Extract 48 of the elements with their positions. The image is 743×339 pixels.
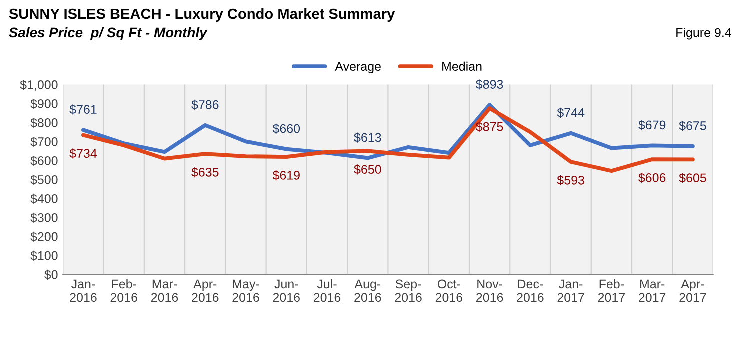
caption: Figure 9.4 [676, 28, 732, 40]
data-label: $605 [679, 173, 706, 184]
data-label: $761 [70, 104, 97, 115]
data-label: $875 [476, 122, 504, 132]
y-tick-label: $500 [30, 174, 58, 186]
x-tick-label: Mar- 2017 [639, 280, 666, 302]
x-tick-label: Jan- 2017 [558, 280, 584, 302]
data-label: $675 [679, 120, 706, 132]
x-tick-label: Jul- 2016 [314, 279, 341, 302]
data-label: $744 [557, 108, 585, 118]
chart-title: SUNNY ISLES BEACH - Luxury Condo Market Summary [9, 8, 396, 22]
x-tick-label: Nov- 2016 [476, 280, 504, 302]
y-tick-label: $300 [30, 212, 58, 224]
x-tick-label: Mar- 2016 [151, 280, 178, 302]
y-tick-label: $800 [30, 118, 58, 128]
x-tick-label: Jun- 2016 [273, 280, 300, 302]
y-tick-label: $200 [30, 232, 58, 242]
data-label: $619 [272, 170, 300, 181]
data-label: $893 [476, 80, 504, 90]
data-label: $613 [354, 132, 382, 143]
x-tick-label: Dec- 2016 [517, 280, 544, 302]
x-tick-label: Feb- 2017 [598, 279, 625, 302]
y-tick-label: $700 [30, 136, 58, 148]
data-label: $734 [70, 148, 98, 159]
x-tick-label: Apr- 2017 [680, 280, 706, 302]
x-tick-label: Apr- 2016 [192, 280, 219, 302]
y-tick-label: $0 [44, 270, 58, 280]
x-tick-label: Sep- 2016 [395, 280, 422, 302]
y-tick-label: $100 [30, 250, 58, 261]
x-tick-label: Aug- 2016 [354, 280, 382, 302]
data-label: $660 [272, 124, 300, 134]
y-tick-label: $600 [30, 156, 58, 166]
legend-label: Median [442, 62, 482, 72]
data-label: $593 [557, 175, 584, 186]
data-label: $606 [638, 172, 666, 184]
legend-label: Average [335, 62, 381, 74]
x-tick-label: Jan- 2016 [70, 280, 97, 302]
x-tick-label: Oct- 2016 [436, 280, 463, 302]
x-tick-label: May- 2016 [232, 280, 260, 302]
y-tick-label: $400 [30, 194, 58, 204]
data-label: $650 [354, 164, 382, 175]
y-tick-label: $900 [30, 99, 58, 110]
data-label: $679 [638, 120, 666, 130]
data-label: $635 [192, 167, 219, 178]
y-tick-label: $1,000 [20, 80, 58, 91]
chart-subtitle: Sales Price p/ Sq Ft - Monthly [9, 27, 208, 40]
data-label: $786 [192, 100, 219, 110]
x-tick-label: Feb- 2016 [110, 279, 138, 302]
